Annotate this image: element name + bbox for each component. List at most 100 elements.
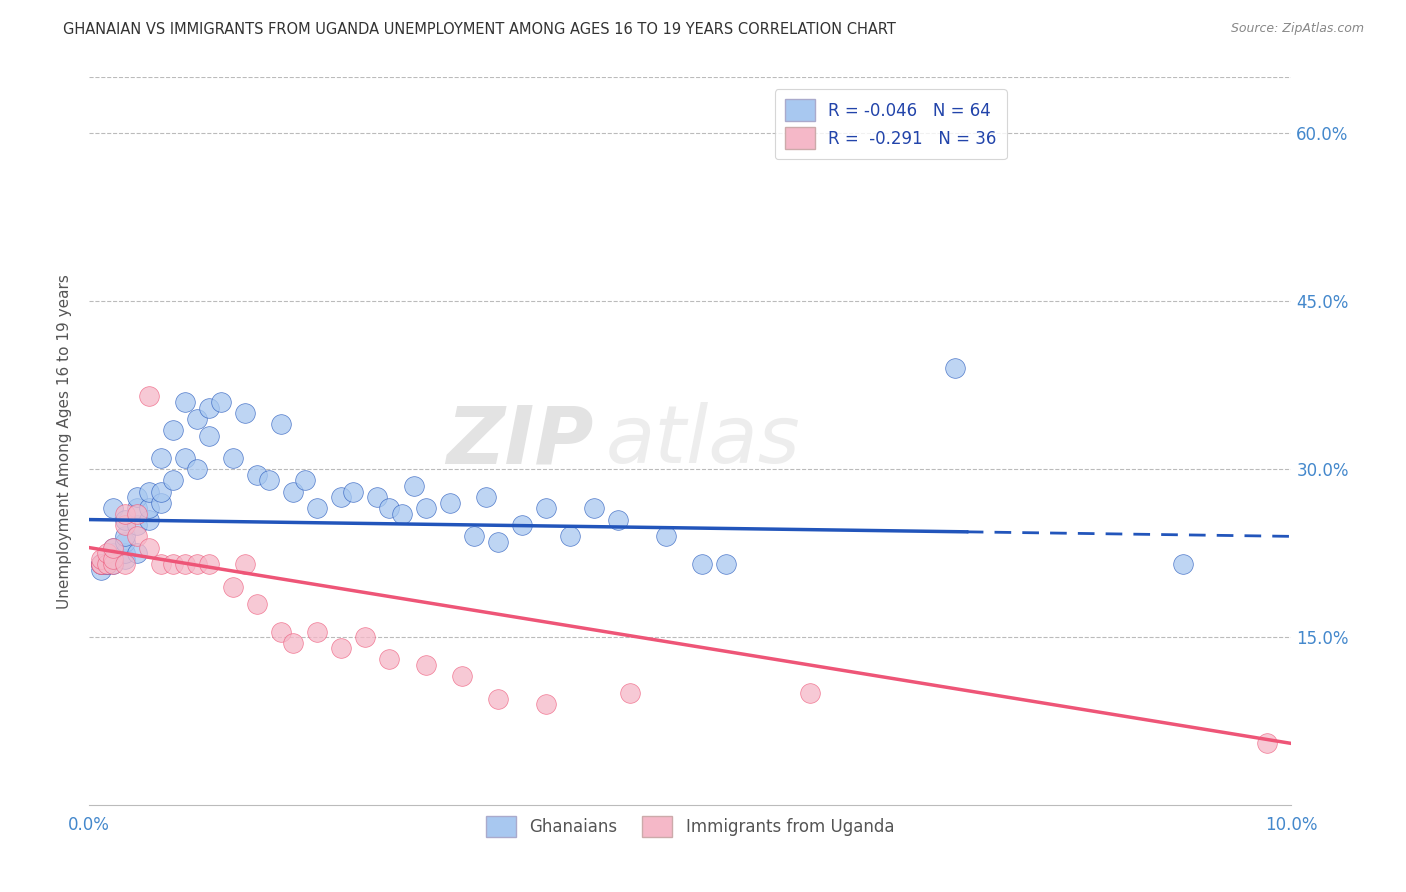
Point [90,558,112,572]
Point [138,501,160,516]
Point [474,490,496,504]
Point [283,484,305,499]
Point [125,518,148,533]
Point [125,546,148,560]
Y-axis label: Unemployment Among Ages 16 to 19 years: Unemployment Among Ages 16 to 19 years [58,274,72,608]
Point [138,541,160,555]
Point [246,467,269,482]
Legend: Ghanaians, Immigrants from Uganda: Ghanaians, Immigrants from Uganda [479,809,901,844]
Point [150,484,173,499]
Point [1173,558,1195,572]
Point [354,630,377,644]
Point [114,512,136,526]
Point [114,535,136,549]
Point [233,558,256,572]
Point [283,636,305,650]
Point [174,450,197,465]
Point [294,474,316,488]
Point [96,558,118,572]
Point [558,529,581,543]
Point [486,535,509,549]
Point [270,624,292,639]
Point [330,490,353,504]
Point [799,686,821,700]
Point [150,558,173,572]
Point [534,501,557,516]
Point [114,551,136,566]
Point [114,507,136,521]
Point [101,541,124,555]
Point [582,501,605,516]
Point [402,479,425,493]
Point [222,450,245,465]
Point [391,507,413,521]
Point [270,417,292,432]
Text: GHANAIAN VS IMMIGRANTS FROM UGANDA UNEMPLOYMENT AMONG AGES 16 TO 19 YEARS CORREL: GHANAIAN VS IMMIGRANTS FROM UGANDA UNEMP… [63,22,896,37]
Point [198,401,221,415]
Point [90,551,112,566]
Point [96,558,118,572]
Point [101,551,124,566]
Point [101,558,124,572]
Point [114,546,136,560]
Point [330,641,353,656]
Point [162,558,184,572]
Point [1256,736,1278,750]
Point [125,490,148,504]
Point [415,658,437,673]
Point [150,496,173,510]
Point [233,406,256,420]
Point [534,698,557,712]
Text: atlas: atlas [606,402,801,480]
Point [138,389,160,403]
Point [307,501,329,516]
Point [101,551,124,566]
Point [125,529,148,543]
Point [209,395,232,409]
Point [90,558,112,572]
Point [96,558,118,572]
Point [439,496,461,510]
Point [716,558,738,572]
Point [150,450,173,465]
Point [222,580,245,594]
Point [415,501,437,516]
Point [101,501,124,516]
Point [510,518,533,533]
Point [162,474,184,488]
Point [186,462,208,476]
Point [90,558,112,572]
Point [246,597,269,611]
Point [125,507,148,521]
Point [943,361,966,376]
Point [186,412,208,426]
Point [114,558,136,572]
Point [655,529,678,543]
Point [450,669,472,683]
Point [366,490,388,504]
Point [186,558,208,572]
Point [90,563,112,577]
Point [96,546,118,560]
Point [138,484,160,499]
Point [174,395,197,409]
Point [138,512,160,526]
Point [198,558,221,572]
Point [114,518,136,533]
Point [174,558,197,572]
Point [90,558,112,572]
Point [162,423,184,437]
Point [101,558,124,572]
Point [101,541,124,555]
Point [101,546,124,560]
Point [90,558,112,572]
Point [690,558,713,572]
Point [198,428,221,442]
Point [619,686,641,700]
Point [342,484,364,499]
Text: ZIP: ZIP [447,402,593,480]
Point [463,529,485,543]
Point [114,529,136,543]
Point [607,512,630,526]
Point [125,501,148,516]
